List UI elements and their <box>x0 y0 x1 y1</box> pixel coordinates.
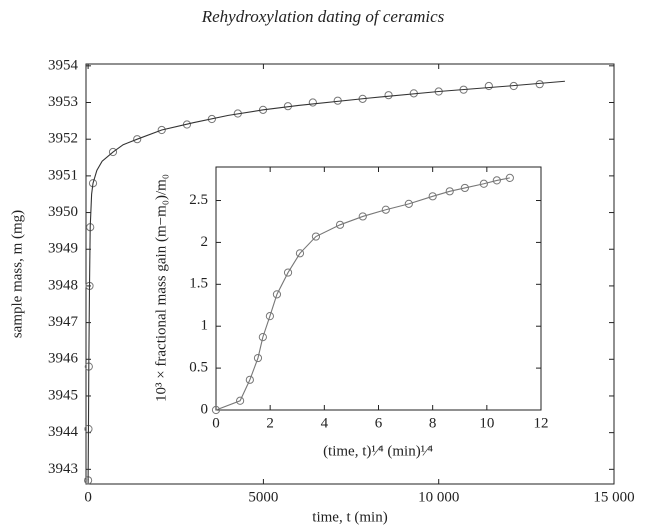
y-tick-label: 0.5 <box>189 360 208 376</box>
data-point <box>272 290 282 299</box>
data-point <box>335 220 345 229</box>
data-point <box>358 212 367 221</box>
data-point <box>311 232 321 241</box>
y-tick-label: 3950 <box>48 204 78 220</box>
data-point <box>133 135 142 144</box>
y-tick-label: 2.5 <box>189 192 208 208</box>
y-tick-label: 3945 <box>48 387 78 403</box>
data-point <box>253 353 263 363</box>
fit-curve <box>87 80 565 481</box>
data-point <box>236 396 245 405</box>
x-axis-label: time, t (min) <box>312 509 387 525</box>
x-tick-label: 15 000 <box>593 489 634 505</box>
x-axis-label: (time, t)¹⁄⁴ (min)¹⁄⁴ <box>323 443 433 459</box>
x-tick-label: 0 <box>212 415 220 431</box>
y-tick-label: 3944 <box>48 424 79 440</box>
y-tick-label: 3953 <box>48 94 78 110</box>
data-point <box>384 91 393 100</box>
data-point <box>479 179 488 188</box>
y-axis-label: 10³ × fractional mass gain (m−m₀)/m₀ <box>153 174 169 402</box>
data-point <box>308 98 317 107</box>
data-point <box>428 192 437 201</box>
y-tick-label: 3946 <box>48 351 79 367</box>
y-tick-label: 3943 <box>48 461 78 477</box>
chart-title: Rehydroxylation dating of ceramics <box>201 7 445 26</box>
x-tick-label: 10 <box>479 415 494 431</box>
y-tick-label: 3952 <box>48 131 78 147</box>
x-tick-label: 0 <box>84 489 92 505</box>
data-point <box>381 205 390 214</box>
data-point <box>211 405 221 415</box>
data-point <box>460 183 469 193</box>
data-point <box>484 81 493 91</box>
x-tick-label: 6 <box>375 415 383 431</box>
data-point <box>295 249 305 258</box>
y-tick-label: 3954 <box>48 57 79 73</box>
x-tick-label: 5000 <box>248 489 278 505</box>
data-point <box>258 333 267 342</box>
y-tick-label: 1.5 <box>189 276 208 292</box>
x-tick-label: 8 <box>429 415 437 431</box>
y-axis-label: sample mass, m (mg) <box>9 210 25 338</box>
data-point <box>245 375 254 384</box>
y-tick-label: 1 <box>201 318 209 334</box>
data-point <box>283 268 293 277</box>
y-tick-label: 3948 <box>48 277 78 293</box>
y-tick-label: 3947 <box>48 314 79 330</box>
x-tick-label: 4 <box>321 415 329 431</box>
x-tick-label: 12 <box>534 415 549 431</box>
data-point <box>505 173 514 182</box>
data-point <box>265 312 274 321</box>
y-tick-label: 3951 <box>48 167 78 183</box>
data-point <box>492 176 501 185</box>
data-point <box>108 147 118 157</box>
plot-frame <box>215 166 542 411</box>
x-tick-label: 10 000 <box>418 489 459 505</box>
y-tick-label: 0 <box>201 401 209 417</box>
data-point <box>445 187 454 196</box>
y-tick-label: 2 <box>201 234 209 250</box>
data-point <box>404 199 413 208</box>
x-tick-label: 2 <box>266 415 274 431</box>
data-point <box>157 125 166 135</box>
y-tick-label: 3949 <box>48 241 78 257</box>
